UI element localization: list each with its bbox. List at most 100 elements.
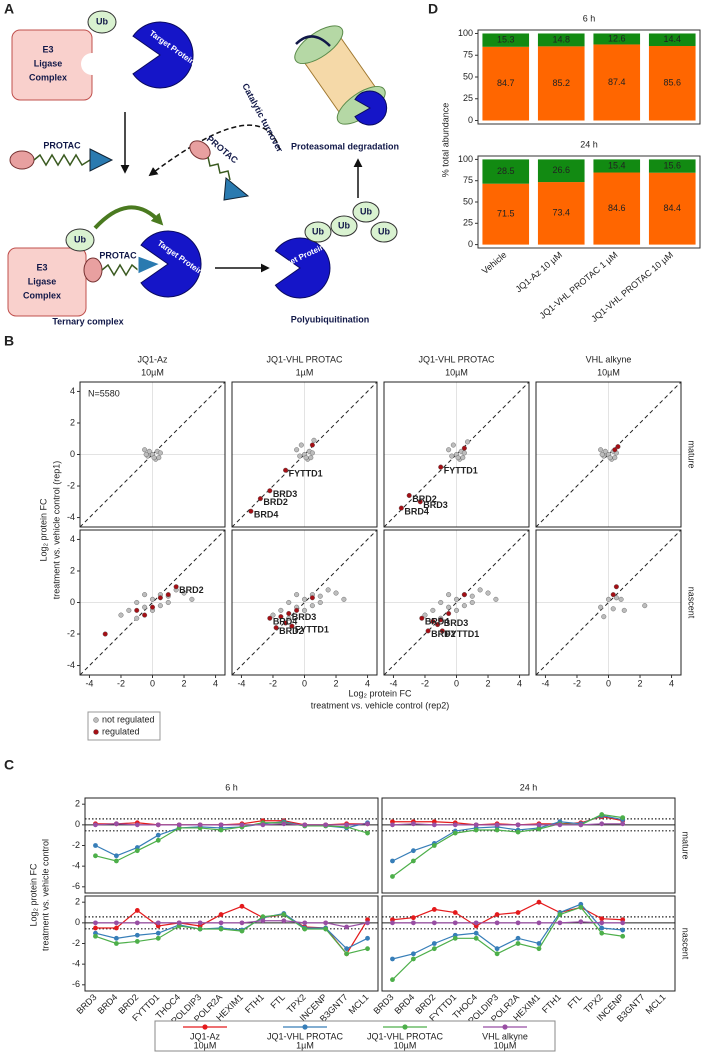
value-label: 73.4 xyxy=(552,208,570,218)
point xyxy=(435,622,441,628)
point xyxy=(607,455,613,461)
legend-box xyxy=(154,1020,556,1052)
diagonal xyxy=(383,381,530,528)
point xyxy=(610,606,616,612)
point xyxy=(344,951,350,957)
protac-linker xyxy=(33,153,91,167)
point xyxy=(536,946,542,952)
row-label: nascent xyxy=(687,587,697,619)
x-tick-label: 0 xyxy=(150,678,155,688)
point xyxy=(257,496,263,502)
note: N=5580 xyxy=(88,388,120,398)
value-label: 85.6 xyxy=(663,78,681,88)
e3-label: Ligase xyxy=(28,276,57,286)
x-tick-label: Vehicle xyxy=(480,250,509,276)
point xyxy=(557,822,563,828)
panel-a: A E3 Ligase Complex Ub Target Protein PR… xyxy=(4,1,399,327)
point xyxy=(473,822,479,828)
point xyxy=(431,941,437,946)
point xyxy=(134,848,140,854)
point xyxy=(248,508,254,514)
point xyxy=(156,455,162,461)
bar-segment xyxy=(648,172,696,245)
panel-border xyxy=(381,797,676,894)
e3-label: Complex xyxy=(23,290,61,300)
point xyxy=(281,821,287,827)
point xyxy=(365,821,370,827)
point xyxy=(606,596,612,602)
point xyxy=(239,928,245,934)
point xyxy=(557,912,563,917)
point xyxy=(452,830,458,836)
point xyxy=(494,827,500,833)
panel-border xyxy=(535,381,682,528)
gene-label: BRD3 xyxy=(292,612,317,622)
bar-segment xyxy=(537,159,585,183)
point xyxy=(134,908,140,913)
point xyxy=(613,584,619,590)
value-label: 14.8 xyxy=(552,34,570,44)
bar-segment xyxy=(537,33,585,47)
protac-warhead xyxy=(223,177,250,201)
point xyxy=(536,941,542,946)
point xyxy=(281,912,287,917)
point xyxy=(134,932,140,938)
point xyxy=(620,920,626,926)
gene-label: BRD2 xyxy=(431,629,456,639)
point xyxy=(155,822,161,828)
point xyxy=(365,920,370,926)
gene-label: BRD2 xyxy=(179,585,204,595)
x-tick-label: FTH1 xyxy=(540,992,563,1015)
gene-label: BRD3 xyxy=(423,500,448,510)
point xyxy=(494,912,500,917)
point xyxy=(461,450,467,456)
value-label: 14.4 xyxy=(663,34,681,44)
point xyxy=(620,927,626,933)
point xyxy=(618,596,624,602)
point xyxy=(515,829,521,835)
x-tick-label: -4 xyxy=(389,678,397,688)
x-tick-label: MCL1 xyxy=(644,992,668,1016)
x-axis-label: Log₂ protein FC xyxy=(348,688,412,698)
e3-ligase xyxy=(7,247,87,317)
bar-segment xyxy=(482,159,530,184)
x-tick-label: -4 xyxy=(85,678,93,688)
x-tick-label: JQ1-Az 10 µM xyxy=(513,250,564,295)
turnover-arrow xyxy=(148,124,281,177)
ub-label: Ub xyxy=(74,234,86,244)
point xyxy=(239,920,245,926)
point xyxy=(267,615,273,621)
point xyxy=(278,614,284,620)
point xyxy=(431,843,437,848)
point xyxy=(157,450,163,456)
x-tick-label: -2 xyxy=(117,678,125,688)
point xyxy=(410,956,416,962)
y-tick-label: 2 xyxy=(70,417,75,427)
point xyxy=(113,920,119,926)
point xyxy=(298,442,304,448)
legend-box xyxy=(87,711,161,741)
protac-linker xyxy=(101,263,139,277)
e3-label: E3 xyxy=(42,44,53,54)
y-tick-label: 0 xyxy=(75,917,80,927)
point xyxy=(197,822,203,828)
legend-label: 10µM xyxy=(394,1040,417,1050)
point xyxy=(302,920,308,926)
bar-segment xyxy=(593,172,641,245)
point xyxy=(113,858,119,864)
point xyxy=(309,603,315,609)
value-label: 87.4 xyxy=(608,77,626,87)
point xyxy=(278,607,284,613)
target-protein xyxy=(354,90,388,126)
series-line xyxy=(392,813,623,877)
point xyxy=(438,464,444,470)
point xyxy=(536,920,542,926)
y-tick-label: 0 xyxy=(468,115,473,125)
bar-segment xyxy=(593,33,641,45)
point xyxy=(494,920,500,926)
series-line xyxy=(95,913,368,955)
series-line xyxy=(392,906,623,981)
point xyxy=(325,587,331,593)
y-tick-label: -6 xyxy=(72,881,80,891)
y-tick-label: 2 xyxy=(70,565,75,575)
